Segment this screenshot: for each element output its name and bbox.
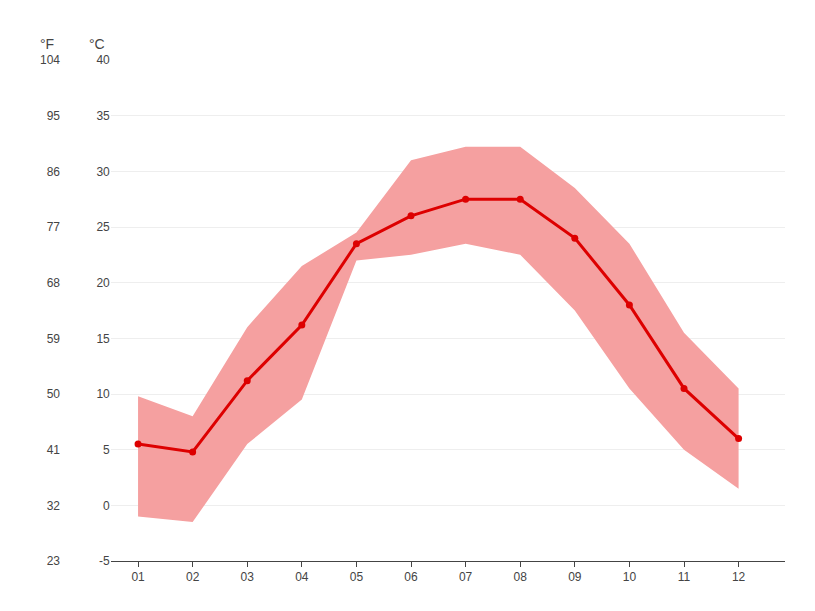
svg-text:50: 50: [47, 387, 61, 401]
svg-text:5: 5: [103, 443, 110, 457]
svg-text:15: 15: [96, 332, 110, 346]
svg-text:01: 01: [131, 570, 145, 584]
svg-text:°C: °C: [89, 36, 105, 52]
svg-text:77: 77: [47, 220, 61, 234]
svg-text:35: 35: [96, 109, 110, 123]
svg-text:25: 25: [96, 220, 110, 234]
svg-text:95: 95: [47, 109, 61, 123]
svg-text:°F: °F: [40, 36, 54, 52]
svg-text:08: 08: [514, 570, 528, 584]
svg-text:59: 59: [47, 332, 61, 346]
svg-text:0: 0: [103, 499, 110, 513]
svg-text:68: 68: [47, 276, 61, 290]
svg-text:02: 02: [186, 570, 200, 584]
svg-text:30: 30: [96, 165, 110, 179]
svg-text:03: 03: [241, 570, 255, 584]
svg-text:32: 32: [47, 499, 61, 513]
svg-text:04: 04: [295, 570, 309, 584]
svg-text:41: 41: [47, 443, 61, 457]
svg-text:06: 06: [404, 570, 418, 584]
svg-text:40: 40: [96, 53, 110, 67]
svg-text:20: 20: [96, 276, 110, 290]
svg-text:104: 104: [40, 53, 60, 67]
svg-text:07: 07: [459, 570, 473, 584]
svg-text:23: 23: [47, 554, 61, 568]
svg-text:10: 10: [96, 387, 110, 401]
svg-text:86: 86: [47, 165, 61, 179]
svg-text:10: 10: [623, 570, 637, 584]
svg-text:09: 09: [568, 570, 582, 584]
svg-text:11: 11: [678, 570, 691, 584]
svg-text:12: 12: [732, 570, 746, 584]
svg-text:-5: -5: [99, 554, 110, 568]
svg-text:05: 05: [350, 570, 364, 584]
